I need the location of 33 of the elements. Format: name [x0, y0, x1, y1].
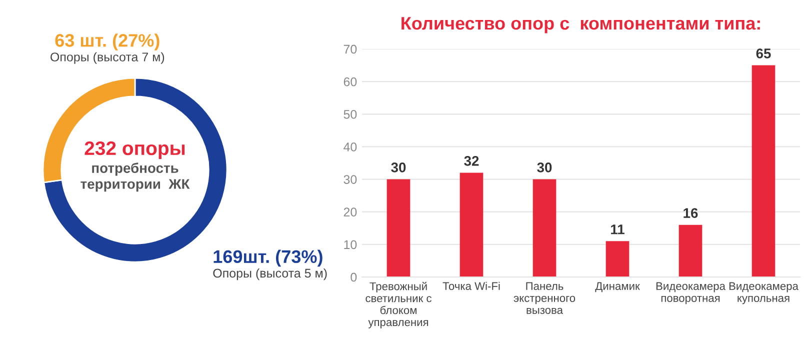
y-tick-label: 30 — [344, 175, 357, 184]
y-tick-label: 40 — [344, 142, 357, 152]
y-tick-label: 20 — [344, 208, 357, 217]
y-tick-label: 70 — [344, 44, 357, 54]
x-tick-label: Точка Wi-Fi — [442, 282, 500, 290]
x-tick-label: Тревожный светильник с блоком управления — [366, 282, 432, 328]
y-tick-label: 50 — [344, 110, 357, 119]
y-tick-label: 60 — [344, 77, 357, 86]
text: 232 опоры — [84, 141, 185, 159]
x-tick-label: Видеокамера купольная — [729, 282, 798, 304]
x-tick-label: Видеокамера поворотная — [656, 282, 726, 304]
bar — [460, 172, 484, 277]
bar — [678, 224, 702, 277]
bar — [532, 179, 556, 277]
data-label: 30 — [537, 162, 552, 172]
data-label: 32 — [464, 156, 479, 166]
y-tick-label: 10 — [344, 240, 357, 250]
data-label: 30 — [391, 162, 406, 172]
bar — [386, 179, 410, 277]
data-label: 65 — [756, 48, 771, 58]
data-label: 11 — [611, 224, 624, 234]
y-tick-label: 0 — [350, 272, 357, 282]
slice-label: Опоры (высота 5 м) — [213, 268, 327, 280]
bar — [606, 241, 630, 277]
chart-title: Количество опор с компонентами типа: — [402, 17, 760, 34]
x-tick-label: Панель экстренного вызова — [514, 282, 576, 314]
data-label: 63 шт. (27%) — [55, 34, 160, 50]
data-label: 169шт. (73%) — [214, 250, 322, 267]
data-label: 16 — [684, 208, 698, 218]
x-tick-label: Динамик — [595, 282, 640, 292]
slice-label: Опоры (высота 7 м) — [50, 52, 164, 64]
bar — [752, 65, 776, 277]
text: потребность территории ЖК — [80, 162, 190, 192]
